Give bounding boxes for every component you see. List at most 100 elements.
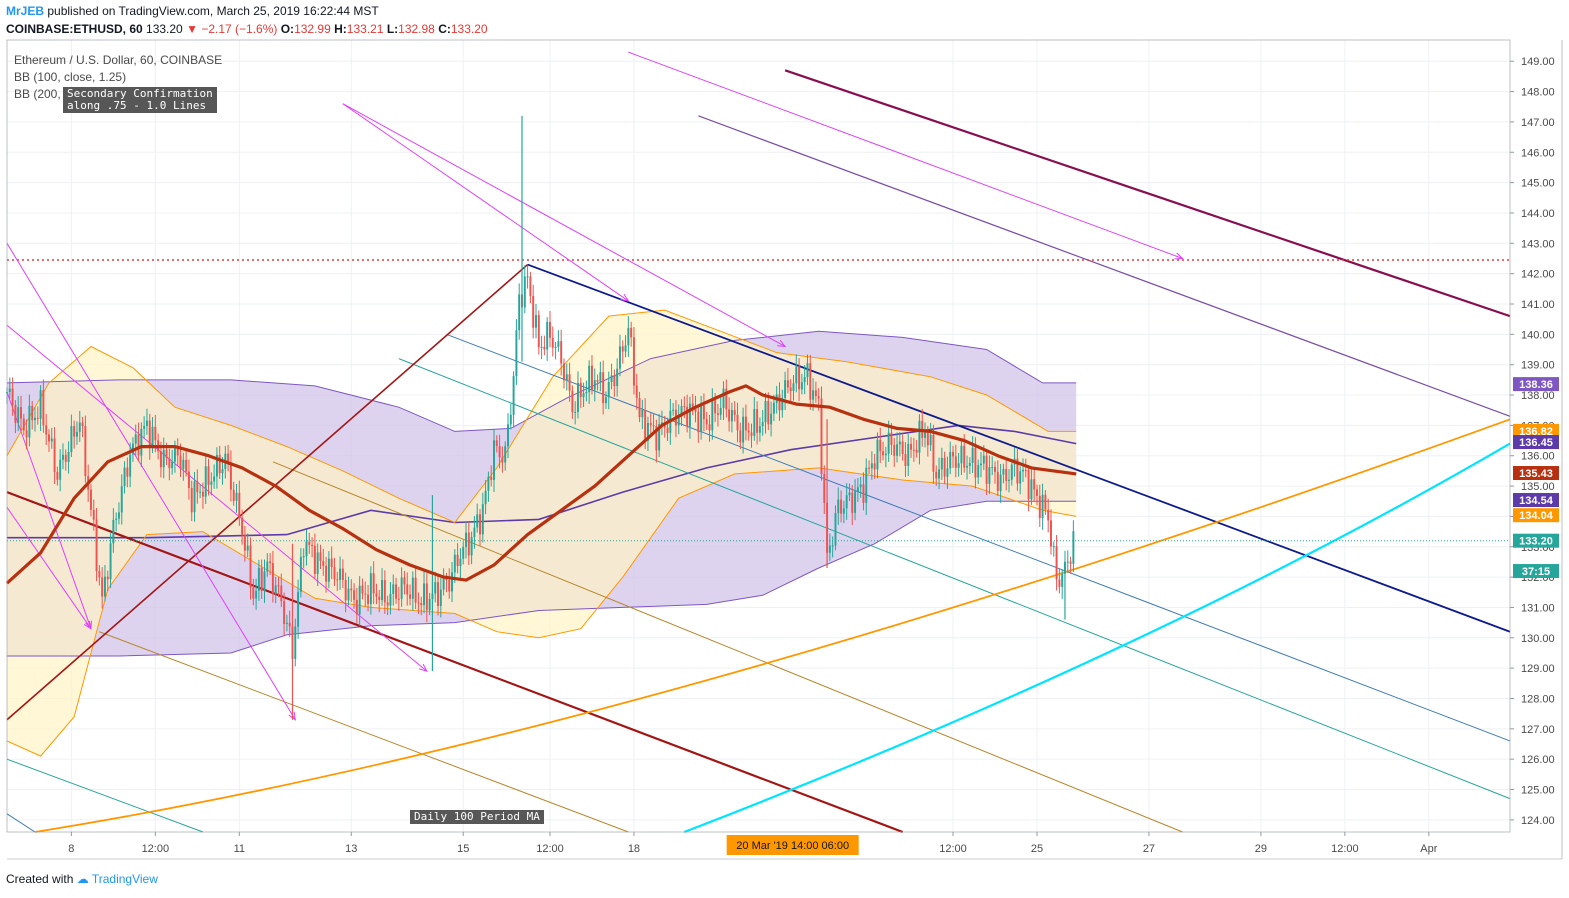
legend-title: Ethereum / U.S. Dollar, 60, COINBASE xyxy=(14,53,223,67)
time-tick-label: 18 xyxy=(628,843,640,855)
legend-bb200[interactable]: BB (200, xyxy=(14,87,61,101)
candle-body xyxy=(641,410,644,418)
candle-body xyxy=(313,545,316,575)
candle-body xyxy=(582,393,585,398)
candle-body xyxy=(400,577,403,599)
candle-body xyxy=(778,394,781,411)
candle-body xyxy=(364,593,367,595)
down-arrow-icon: ▼ xyxy=(186,22,198,36)
open-value: 132.99 xyxy=(294,22,331,36)
candle-body xyxy=(425,583,428,611)
candle-body xyxy=(982,455,985,464)
candle-body xyxy=(243,534,246,551)
tradingview-brand[interactable]: TradingView xyxy=(91,872,158,886)
candle-body xyxy=(512,376,515,415)
candle-body xyxy=(845,495,848,509)
price-tick-label: 148.00 xyxy=(1521,87,1555,99)
candle-body xyxy=(1030,479,1033,500)
candle-body xyxy=(249,545,252,588)
candle-body xyxy=(926,432,929,446)
candle-body xyxy=(910,443,913,450)
candle-body xyxy=(95,519,98,572)
time-tick-label: 15 xyxy=(457,843,469,855)
candle-body xyxy=(535,315,537,328)
arrow-head xyxy=(419,663,428,672)
candle-body xyxy=(162,449,165,468)
legend-bb100[interactable]: BB (100, close, 1.25) xyxy=(14,70,127,84)
candle-body xyxy=(730,410,733,422)
candle-body xyxy=(733,410,736,415)
candle-body xyxy=(344,579,347,601)
candle-body xyxy=(372,573,375,594)
time-tick-label: 13 xyxy=(345,843,357,855)
candle-body xyxy=(786,380,789,388)
time-tick-label: 8 xyxy=(68,843,74,855)
candle-body xyxy=(190,487,193,513)
tradingview-logo-icon[interactable]: ☁ xyxy=(76,872,89,886)
candle-body xyxy=(912,449,915,451)
open-label: O: xyxy=(280,22,295,36)
candle-body xyxy=(882,451,885,456)
candle-body xyxy=(562,363,565,381)
price-label-box xyxy=(1513,493,1559,508)
candle-body xyxy=(210,481,213,485)
candle-body xyxy=(213,476,216,482)
candle-body xyxy=(173,447,176,462)
candle-body xyxy=(117,512,120,519)
candle-body xyxy=(781,397,784,411)
candle-body xyxy=(476,514,479,528)
author-link[interactable]: MrJEB xyxy=(6,4,45,18)
candle-body xyxy=(397,598,400,600)
candle-body xyxy=(1005,469,1008,481)
candle-body xyxy=(182,459,185,469)
candle-body xyxy=(285,622,288,625)
arrow-head xyxy=(777,339,787,348)
candle-body xyxy=(996,471,999,492)
candle-body xyxy=(736,414,739,431)
candle-body xyxy=(904,454,907,466)
candle-body xyxy=(257,567,260,591)
candle-body xyxy=(1016,458,1019,484)
price-tick-label: 125.00 xyxy=(1521,785,1555,797)
candle-body xyxy=(756,409,759,433)
price-tick-label: 131.00 xyxy=(1521,602,1555,614)
candle-body xyxy=(168,458,171,469)
candle-body xyxy=(327,558,330,582)
candle-body xyxy=(940,457,943,470)
candle-body xyxy=(507,424,509,447)
candle-body xyxy=(255,590,258,599)
candle-body xyxy=(434,582,437,594)
candle-body xyxy=(994,466,996,472)
candle-body xyxy=(644,410,647,441)
candle-body xyxy=(378,596,381,601)
candle-body xyxy=(101,577,104,597)
secondary-confirmation-note[interactable]: Secondary Confirmation along .75 - 1.0 L… xyxy=(63,87,217,113)
candle-body xyxy=(789,387,792,392)
candle-body xyxy=(935,471,938,479)
candle-body xyxy=(36,417,39,419)
candle-body xyxy=(694,407,697,412)
candle-body xyxy=(1033,479,1036,490)
candle-body xyxy=(50,438,53,442)
candle-body xyxy=(148,420,151,449)
price-tick-label: 126.00 xyxy=(1521,754,1555,766)
arrow-head xyxy=(620,293,630,302)
price-tick-label: 128.00 xyxy=(1521,693,1555,705)
candle-body xyxy=(1069,561,1072,564)
candle-body xyxy=(448,580,451,592)
price-tick-label: 127.00 xyxy=(1521,724,1555,736)
candle-body xyxy=(834,513,837,546)
daily-ma-note[interactable]: Daily 100 Period MA xyxy=(410,810,544,824)
candle-body xyxy=(991,466,994,468)
candle-body xyxy=(767,400,770,425)
candle-body xyxy=(1027,469,1030,500)
candle-body xyxy=(876,439,879,470)
candle-body xyxy=(532,295,535,328)
cyan-support xyxy=(683,442,1511,834)
candle-body xyxy=(106,576,109,580)
candle-body xyxy=(481,504,484,535)
candle-body xyxy=(221,469,224,474)
candle-body xyxy=(490,476,493,480)
candle-body xyxy=(862,484,865,503)
